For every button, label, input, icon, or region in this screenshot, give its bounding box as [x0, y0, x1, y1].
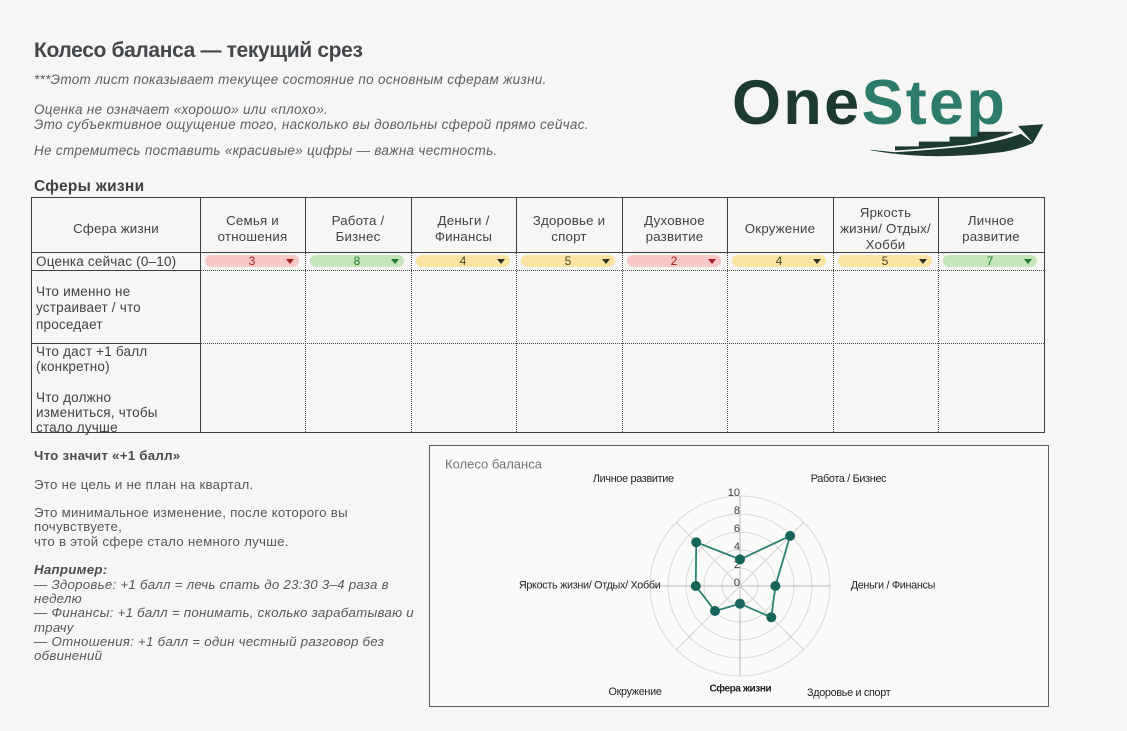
svg-text:Работа / Бизнес: Работа / Бизнес: [811, 473, 887, 485]
svg-text:Деньги / Финансы: Деньги / Финансы: [851, 580, 936, 592]
svg-text:Яркость жизни/ Отдых/ Хобби: Яркость жизни/ Отдых/ Хобби: [519, 580, 661, 592]
svg-text:Здоровье и спорт: Здоровье и спорт: [807, 687, 891, 699]
svg-text:8: 8: [734, 505, 740, 517]
svg-text:4: 4: [734, 541, 740, 553]
svg-text:10: 10: [728, 487, 740, 499]
svg-text:0: 0: [734, 577, 740, 589]
svg-text:Колесо баланса: Колесо баланса: [445, 457, 543, 472]
svg-text:2: 2: [734, 559, 740, 571]
svg-text:Личное развитие: Личное развитие: [593, 473, 674, 485]
svg-text:Окружение: Окружение: [608, 686, 661, 698]
svg-text:6: 6: [734, 523, 740, 535]
svg-text:OneStep: OneStep: [732, 68, 1007, 138]
svg-text:Сфера жизни: Сфера жизни: [710, 683, 772, 695]
